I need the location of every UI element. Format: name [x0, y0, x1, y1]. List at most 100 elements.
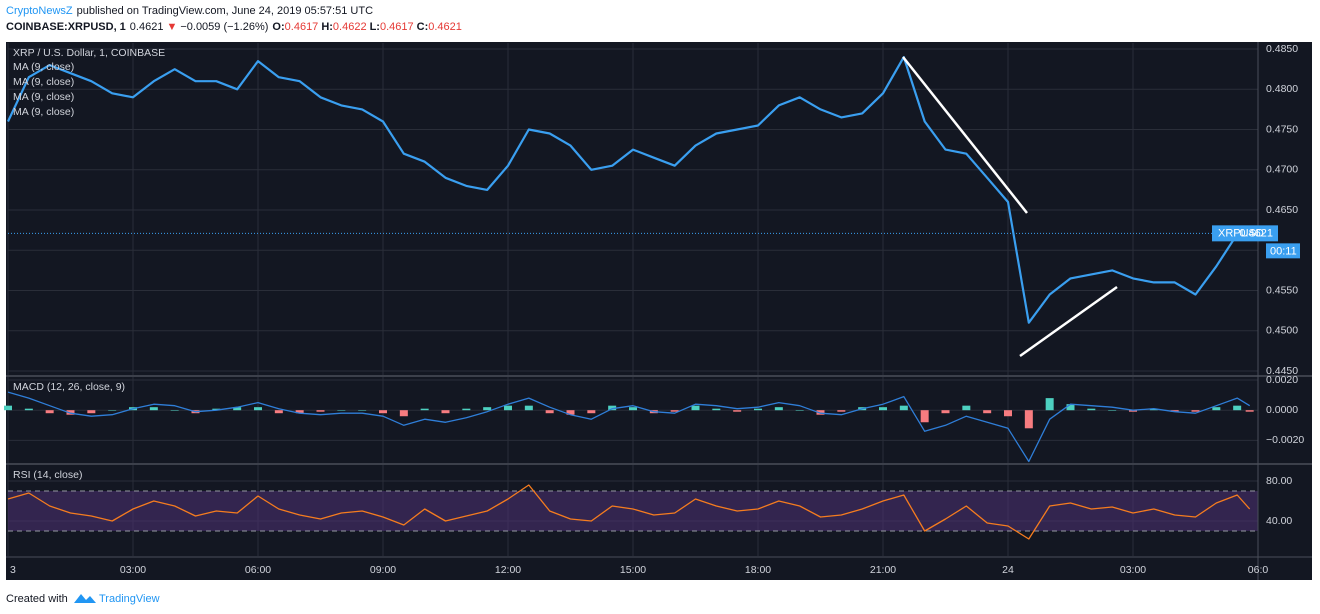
series-line [7, 391, 1251, 463]
rsi-band [8, 491, 1258, 531]
histogram-bar [254, 407, 262, 411]
indicator-label: MA (9, close) [13, 76, 74, 88]
histogram-bar [108, 410, 117, 411]
tradingview-logo [74, 594, 96, 603]
footer-brand[interactable]: TradingView [99, 593, 160, 605]
histogram-bar [45, 410, 54, 414]
pane-title: XRP / U.S. Dollar, 1, COINBASE [13, 47, 165, 59]
histogram-bar [837, 410, 846, 412]
symbol: COINBASE:XRPUSD, 1 [6, 21, 126, 33]
histogram-bar [337, 410, 346, 411]
histogram-bar [358, 410, 367, 411]
indicator-label: MA (9, close) [13, 106, 74, 118]
ohlc-label: C: [417, 21, 429, 33]
y-tick-label: 0.4700 [1266, 164, 1298, 176]
x-tick-label: 12:00 [495, 564, 521, 576]
indicator-label: MA (9, close) [13, 91, 74, 103]
histogram-bar [899, 405, 908, 411]
histogram-bar [670, 410, 679, 412]
histogram-bar [941, 410, 950, 414]
histogram-bar [879, 407, 887, 411]
histogram-bar [754, 408, 762, 411]
y-tick-label: 0.4500 [1266, 325, 1298, 337]
histogram-bar [795, 410, 804, 411]
histogram-bar [316, 410, 325, 412]
histogram-bar [1149, 408, 1158, 411]
histogram-bar [149, 407, 158, 411]
author-link[interactable]: CryptoNewsZ [6, 5, 73, 17]
histogram-bar [1129, 410, 1137, 412]
trend-line [902, 56, 1028, 214]
overlay: 0.44500.45000.45500.46000.46500.47000.47… [10, 43, 1304, 576]
x-tick-label: 3 [10, 564, 16, 576]
price-axis [1258, 42, 1312, 580]
y-tick-label: 0.4850 [1266, 43, 1298, 55]
histogram-bar [233, 407, 242, 411]
y-tick-label: 0.4450 [1266, 365, 1298, 377]
histogram-bar [504, 405, 512, 411]
histogram-bar [1024, 410, 1033, 429]
y-tick-label: 0.0000 [1266, 404, 1298, 416]
trend-line [1019, 285, 1118, 358]
histogram-bar [587, 410, 596, 414]
histogram-bar [24, 408, 33, 411]
y-tick-label: 0.0020 [1266, 374, 1298, 386]
histogram-bar [1245, 410, 1254, 412]
symbol-line: COINBASE:XRPUSD, 1 0.4621 ▼ −0.0059 (−1.26%… [6, 21, 462, 33]
histogram-bar [691, 405, 700, 411]
y-tick-label: 0.4650 [1266, 204, 1298, 216]
x-tick-label: 03:00 [1120, 564, 1146, 576]
histogram-bar [212, 408, 221, 411]
histogram-bar [1066, 404, 1075, 411]
histogram-bar [1108, 410, 1117, 411]
histogram-bar [295, 410, 304, 414]
x-tick-label: 06:0 [1248, 564, 1269, 576]
y-tick-label: 0.4750 [1266, 123, 1298, 135]
histogram-bar [274, 410, 283, 414]
histogram-bar [1045, 398, 1054, 411]
histogram-bar [420, 408, 429, 411]
countdown-tag [1266, 243, 1300, 259]
histogram-bar [87, 410, 96, 414]
countdown: 00:11 [1270, 245, 1297, 257]
histogram-bar [1087, 408, 1096, 411]
histogram-bar [1233, 405, 1242, 411]
histogram-bar [379, 410, 387, 414]
histogram-bar [983, 410, 992, 414]
x-tick-label: 15:00 [620, 564, 646, 576]
histogram-bar [608, 405, 617, 411]
histogram-bar [545, 410, 554, 414]
pane-title: MACD (12, 26, close, 9) [13, 381, 125, 393]
chart-background [6, 42, 1312, 580]
down-arrow: ▼ [166, 21, 177, 33]
histogram-bar [774, 407, 783, 411]
header-line: CryptoNewsZ published on TradingView.com,… [6, 5, 373, 17]
x-tick-label: 18:00 [745, 564, 771, 576]
x-tick-label: 06:00 [245, 564, 271, 576]
histogram-bar [1004, 410, 1012, 417]
histogram-bar [1170, 410, 1179, 412]
y-tick-label: 0.4800 [1266, 83, 1298, 95]
price-tag-name: XRPUSD [1218, 227, 1264, 239]
x-tick-label: 03:00 [120, 564, 146, 576]
ohlc-label: L: [370, 21, 380, 33]
plot-area [4, 42, 1312, 580]
histogram-bar [524, 405, 533, 411]
ohlc-value: 0.4617 [380, 21, 414, 33]
histogram-bar [733, 410, 742, 412]
last: 0.4621 [130, 21, 164, 33]
histogram-bar [816, 410, 825, 415]
y-tick-label: 40.00 [1266, 515, 1292, 527]
ohlc-value: 0.4617 [285, 21, 319, 33]
series-line [7, 484, 1251, 540]
histogram-bar [712, 408, 721, 411]
x-tick-label: 09:00 [370, 564, 396, 576]
histogram-bar [566, 410, 575, 415]
indicator-label: MA (9, close) [13, 61, 74, 73]
x-tick-label: 24 [1002, 564, 1014, 576]
ohlc-label: O: [272, 21, 284, 33]
histogram-bar [399, 410, 408, 417]
price-tag-value: 0.4621 [1239, 227, 1273, 239]
change: −0.0059 (−1.26%) [180, 21, 268, 33]
